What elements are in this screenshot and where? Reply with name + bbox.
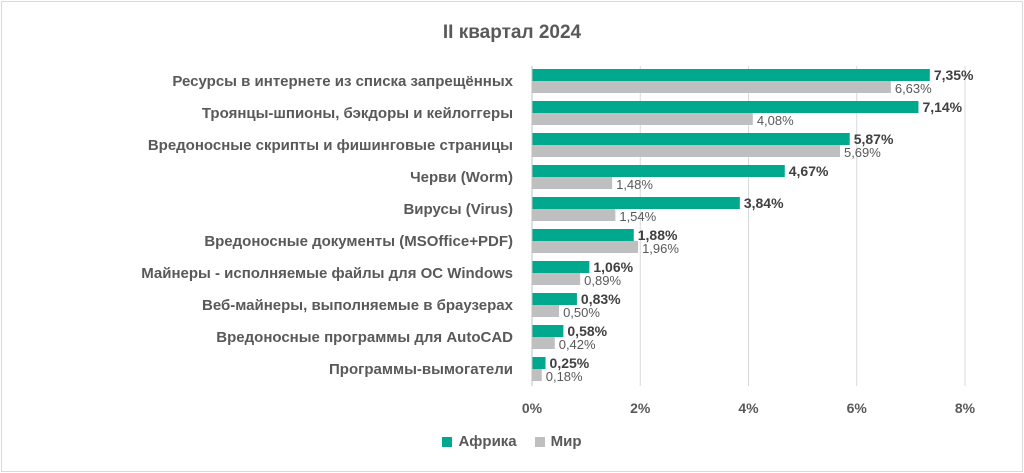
legend-label-world: Мир (550, 433, 582, 450)
bar-africa (532, 229, 634, 241)
legend-label-africa: Африка (458, 433, 517, 450)
legend-swatch-africa (442, 436, 453, 447)
category-label: Троянцы-шпионы, бэкдоры и кейлоггеры (202, 105, 513, 122)
data-label-world: 0,42% (559, 337, 596, 352)
data-label-world: 6,63% (895, 81, 932, 96)
category-label: Вредоносные скрипты и фишинговые страниц… (148, 137, 513, 154)
bar-world (532, 81, 891, 93)
bar-world (532, 337, 555, 349)
data-label-africa: 4,67% (789, 163, 829, 179)
data-label-africa: 0,58% (567, 323, 607, 339)
bar-africa (532, 197, 740, 209)
bar-africa (532, 69, 930, 81)
category-label: Вредоносные документы (MSOffice+PDF) (204, 233, 513, 250)
data-label-world: 1,48% (616, 177, 653, 192)
category-label: Вредоносные программы для AutoCAD (216, 329, 513, 346)
data-label-africa: 3,84% (744, 195, 784, 211)
bar-africa (532, 357, 546, 369)
x-tick-label: 0% (522, 400, 543, 416)
data-label-africa: 0,25% (550, 355, 590, 371)
bar-world (532, 369, 542, 381)
data-label-africa: 0,83% (581, 291, 621, 307)
category-label: Черви (Worm) (410, 169, 513, 186)
category-label: Веб-майнеры, выполняемые в браузерах (202, 297, 514, 314)
legend: Африка Мир (2, 433, 1022, 450)
legend-item-world: Мир (534, 433, 582, 450)
x-tick-label: 2% (630, 400, 651, 416)
category-label: Программы-вымогатели (329, 361, 513, 378)
bar-world (532, 241, 639, 253)
data-label-africa: 1,06% (593, 259, 633, 275)
chart-title: II квартал 2024 (442, 22, 582, 43)
data-label-world: 0,18% (546, 369, 583, 384)
bar-world (532, 209, 616, 221)
category-label: Ресурсы в интернете из списка запрещённы… (172, 73, 513, 90)
bar-africa (532, 325, 564, 337)
category-label: Вирусы (Virus) (403, 201, 513, 218)
data-label-africa: 7,14% (922, 99, 962, 115)
data-label-world: 5,69% (844, 145, 881, 160)
bar-africa (532, 261, 590, 273)
x-tick-label: 4% (738, 400, 759, 416)
data-label-world: 1,96% (642, 241, 679, 256)
legend-swatch-world (534, 436, 545, 447)
x-tick-label: 8% (955, 400, 976, 416)
x-tick-label: 6% (847, 400, 868, 416)
bar-africa (532, 165, 785, 177)
bar-world (532, 177, 613, 189)
bar-africa (532, 101, 919, 113)
bar-africa (532, 293, 577, 305)
data-label-world: 1,54% (619, 209, 656, 224)
category-label: Майнеры - исполняемые файлы для ОС Windo… (141, 265, 513, 282)
data-label-africa: 7,35% (934, 67, 974, 83)
data-label-world: 4,08% (757, 113, 794, 128)
data-label-world: 0,50% (563, 305, 600, 320)
bar-world (532, 113, 753, 125)
bar-world (532, 305, 560, 317)
bar-africa (532, 133, 850, 145)
bar-world (532, 273, 581, 285)
data-label-africa: 1,88% (638, 227, 678, 243)
bar-world (532, 145, 840, 157)
data-label-africa: 5,87% (854, 131, 894, 147)
legend-item-africa: Африка (442, 433, 517, 450)
data-label-world: 0,89% (584, 273, 621, 288)
